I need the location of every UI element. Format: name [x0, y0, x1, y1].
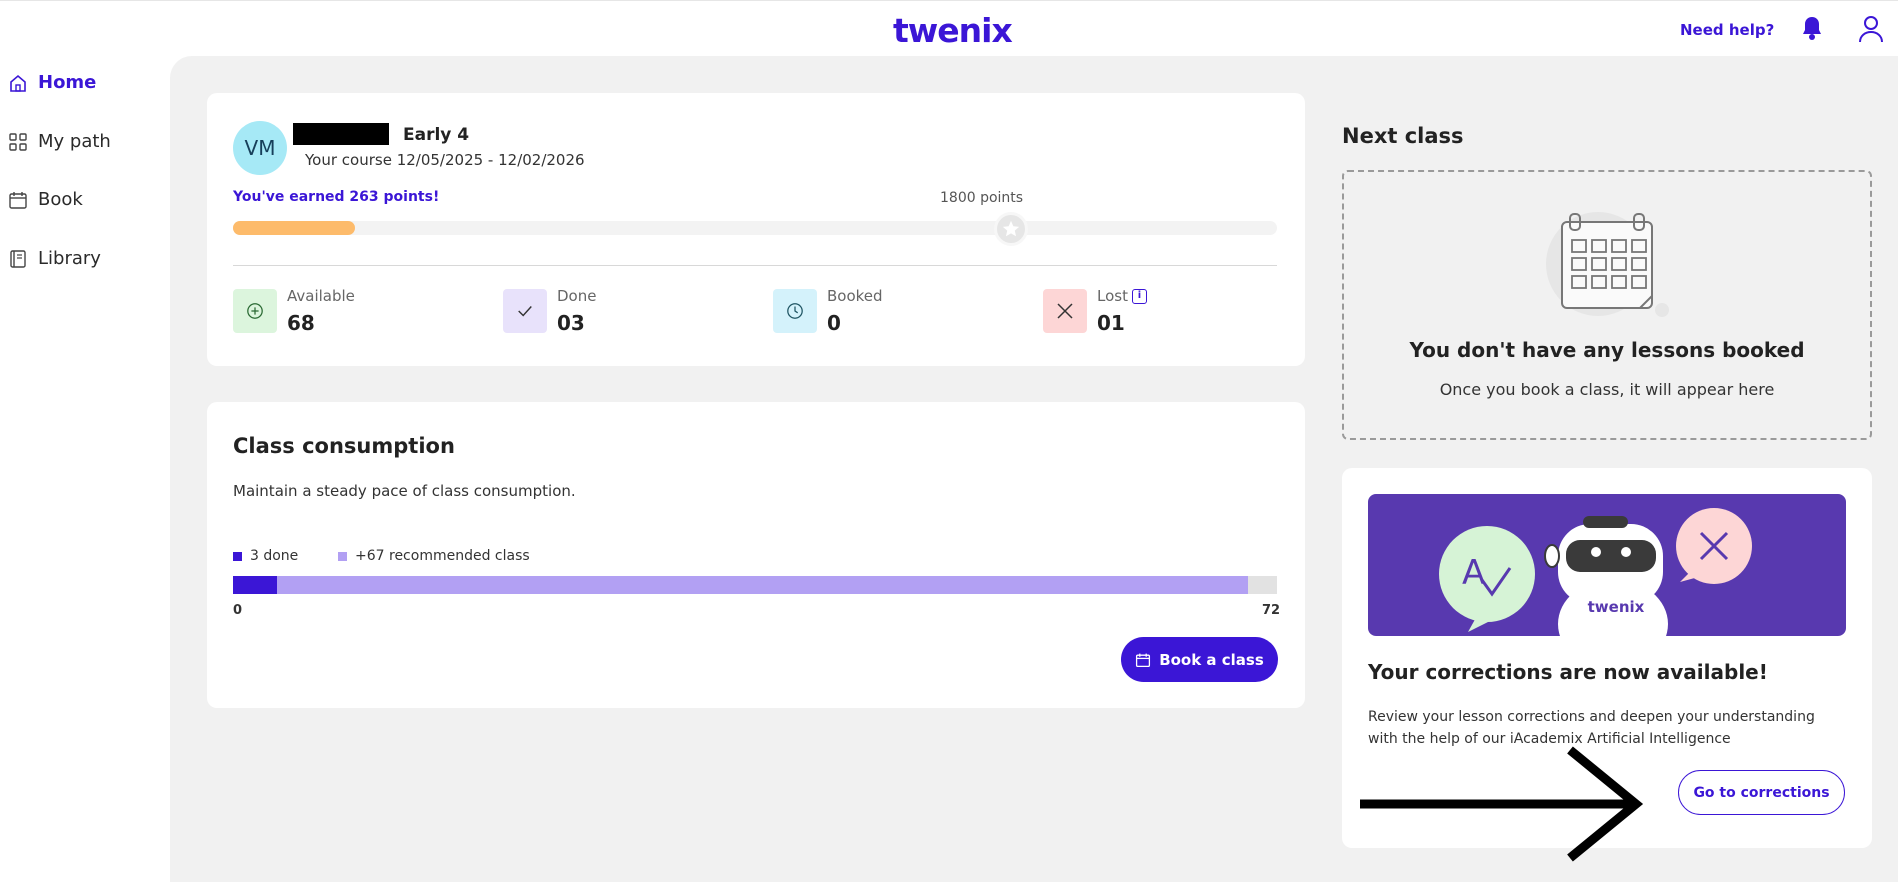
- stat-booked: Booked 0: [773, 287, 883, 335]
- next-class-empty: You don't have any lessons booked Once y…: [1342, 170, 1872, 440]
- points-progress-fill: [233, 221, 356, 235]
- stat-done: Done 03: [503, 287, 597, 335]
- no-lessons-subtitle: Once you book a class, it will appear he…: [1439, 380, 1775, 399]
- twenix-logo[interactable]: twenix: [893, 11, 1013, 50]
- check-icon: [503, 289, 547, 333]
- home-icon: [10, 74, 26, 92]
- book-icon: [10, 249, 26, 268]
- go-to-corrections-button[interactable]: Go to corrections: [1678, 770, 1845, 815]
- stat-value: 68: [287, 311, 315, 335]
- info-icon[interactable]: i: [1131, 289, 1147, 304]
- earned-points: You've earned 263 points!: [233, 189, 440, 205]
- banner-logo: twenix: [1588, 598, 1645, 616]
- calendar-icon: [9, 191, 27, 209]
- corrections-text: Review your lesson corrections and deepe…: [1368, 709, 1815, 747]
- stat-available: Available 68: [233, 287, 355, 335]
- grid-icon: [9, 132, 27, 151]
- robot-illustration-icon: A twenix: [1439, 508, 1752, 636]
- goal-points: 1800 points: [940, 190, 1024, 206]
- clock-icon: [773, 289, 817, 333]
- calendar-illustration-icon: [1546, 212, 1669, 317]
- book-a-class-label: Book a class: [1159, 650, 1264, 669]
- plus-circle-icon: [233, 289, 277, 333]
- consumption-bar: [233, 576, 1277, 594]
- profile-card: VM Early 4 Your course 12/05/2025 - 12/0…: [207, 93, 1305, 366]
- need-help-link[interactable]: Need help?: [1680, 21, 1775, 39]
- corrections-card: A twenix Your corrections are now availa…: [1342, 468, 1872, 848]
- sidebar-item-label: My path: [38, 131, 111, 152]
- consumption-recommended-fill: [276, 576, 1248, 594]
- corrections-banner: A twenix: [1368, 494, 1846, 636]
- calendar-icon: [1136, 653, 1151, 667]
- class-consumption-subtitle: Maintain a steady pace of class consumpt…: [233, 482, 576, 500]
- sidebar-item-label: Book: [38, 189, 83, 210]
- star-icon: [994, 212, 1028, 246]
- points-progress-bar: [233, 221, 1277, 235]
- legend-swatch: [233, 551, 242, 561]
- no-lessons-title: You don't have any lessons booked: [1409, 338, 1805, 362]
- x-icon: [1043, 289, 1087, 333]
- legend-done: 3 done: [233, 548, 298, 564]
- sidebar-item-label: Library: [38, 248, 101, 269]
- bell-icon[interactable]: [1800, 15, 1824, 45]
- axis-max: 72: [1262, 603, 1281, 618]
- avatar: VM: [233, 121, 287, 175]
- corrections-title: Your corrections are now available!: [1368, 660, 1768, 684]
- sidebar-item-book[interactable]: Book: [8, 189, 83, 210]
- stat-value: 01: [1097, 311, 1125, 335]
- arrow-icon: [1360, 746, 1644, 862]
- main-content: VM Early 4 Your course 12/05/2025 - 12/0…: [170, 56, 1898, 882]
- consumption-done-fill: [233, 576, 277, 594]
- legend-recommended: +67 recommended class: [338, 548, 530, 564]
- stat-label: Lost i: [1097, 287, 1147, 305]
- stat-label: Done: [557, 287, 597, 305]
- stat-lost: Lost i 01: [1043, 287, 1147, 335]
- class-consumption-title: Class consumption: [233, 434, 455, 458]
- sidebar: Home My path Book Library: [0, 56, 170, 882]
- axis-min: 0: [233, 603, 243, 618]
- stat-label: Available: [287, 287, 355, 305]
- top-bar: twenix Need help?: [0, 0, 1898, 56]
- sidebar-item-my-path[interactable]: My path: [8, 131, 111, 152]
- user-icon[interactable]: [1858, 15, 1884, 47]
- stat-label: Booked: [827, 287, 883, 305]
- redacted-name: [293, 123, 389, 145]
- book-a-class-button[interactable]: Book a class: [1121, 637, 1278, 682]
- next-class-title: Next class: [1342, 124, 1464, 148]
- class-consumption-card: Class consumption Maintain a steady pace…: [207, 402, 1305, 708]
- stat-value: 03: [557, 311, 585, 335]
- svg-text:A: A: [1462, 553, 1485, 593]
- stat-value: 0: [827, 311, 841, 335]
- sidebar-item-label: Home: [38, 72, 97, 93]
- divider: [233, 265, 1277, 266]
- sidebar-item-library[interactable]: Library: [8, 248, 101, 269]
- legend-swatch: [338, 551, 347, 561]
- level-label: Early 4: [403, 125, 470, 145]
- course-dates: Your course 12/05/2025 - 12/02/2026: [305, 151, 585, 169]
- sidebar-item-home[interactable]: Home: [8, 72, 96, 93]
